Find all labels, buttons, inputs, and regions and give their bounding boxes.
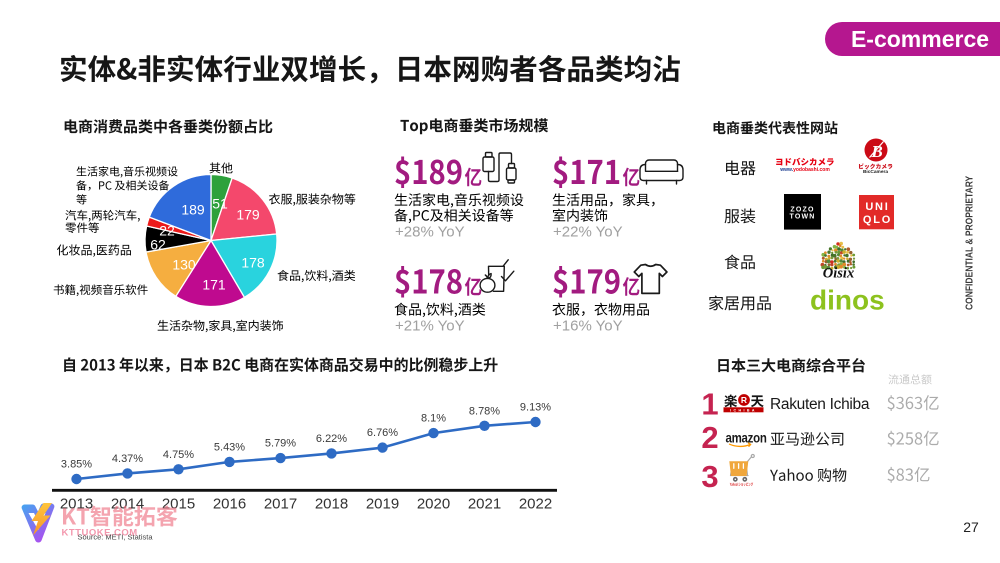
svg-text:4.75%: 4.75%: [163, 449, 194, 461]
svg-text:+16% YoY: +16% YoY: [553, 317, 623, 334]
svg-text:2020: 2020: [417, 495, 450, 512]
svg-text:dinos: dinos: [810, 285, 885, 316]
svg-text:2017: 2017: [264, 495, 297, 512]
svg-text:2013: 2013: [60, 495, 93, 512]
svg-text:+21% YoY: +21% YoY: [395, 317, 465, 334]
svg-text:Oisix: Oisix: [823, 266, 854, 282]
svg-text:9.13%: 9.13%: [520, 402, 551, 414]
svg-text:2: 2: [701, 420, 718, 455]
svg-text:Source: METI, Statista: Source: METI, Statista: [78, 533, 154, 542]
svg-text:22: 22: [159, 223, 175, 239]
svg-text:6.76%: 6.76%: [367, 427, 398, 439]
svg-text:5.79%: 5.79%: [265, 438, 296, 450]
svg-text:178: 178: [241, 255, 265, 271]
svg-text:TOWN: TOWN: [789, 214, 815, 221]
svg-text:171: 171: [202, 277, 226, 293]
svg-text:+28% YoY: +28% YoY: [395, 223, 465, 240]
svg-text:62: 62: [150, 237, 166, 253]
svg-text:8.78%: 8.78%: [469, 405, 500, 417]
svg-text:QLO: QLO: [863, 214, 892, 226]
svg-text:Rakuten Ichiba: Rakuten Ichiba: [770, 396, 870, 413]
svg-text:4.37%: 4.37%: [112, 453, 143, 465]
svg-text:ZOZO: ZOZO: [790, 207, 814, 214]
svg-text:51: 51: [212, 196, 228, 212]
svg-text:2021: 2021: [468, 495, 501, 512]
svg-text:E-commerce: E-commerce: [851, 26, 989, 52]
svg-text:3: 3: [701, 459, 718, 494]
svg-text:8.1%: 8.1%: [421, 413, 446, 425]
svg-text:2019: 2019: [366, 495, 399, 512]
svg-text:CONFIDENTIAL & PROPRIETARY: CONFIDENTIAL & PROPRIETARY: [964, 175, 975, 310]
svg-text:2018: 2018: [315, 495, 348, 512]
svg-text:amazon: amazon: [726, 431, 767, 446]
svg-text:UNI: UNI: [865, 201, 889, 213]
svg-text:5.43%: 5.43%: [214, 441, 245, 453]
svg-text:2022: 2022: [519, 495, 552, 512]
svg-text:1: 1: [701, 386, 718, 421]
svg-text:ICHIBA: ICHIBA: [730, 408, 757, 412]
svg-text:189: 189: [181, 202, 205, 218]
svg-text:130: 130: [172, 257, 196, 273]
svg-text:179: 179: [236, 207, 260, 223]
svg-text:3.85%: 3.85%: [61, 459, 92, 471]
svg-text:6.22%: 6.22%: [316, 433, 347, 445]
svg-text:27: 27: [963, 519, 979, 535]
svg-text:BicCamera: BicCamera: [863, 169, 888, 175]
svg-text:2016: 2016: [213, 495, 246, 512]
svg-text:R: R: [741, 395, 747, 405]
svg-text:www.yodobashi.com: www.yodobashi.com: [779, 167, 830, 173]
svg-text:KTTUOKE.COM: KTTUOKE.COM: [62, 528, 138, 539]
svg-text:+22% YoY: +22% YoY: [553, 223, 623, 240]
